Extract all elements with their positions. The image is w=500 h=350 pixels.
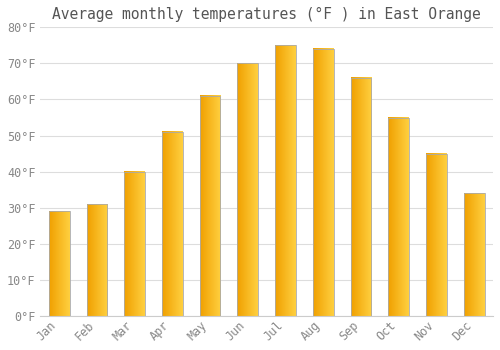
Bar	[313, 49, 334, 316]
Bar	[464, 193, 484, 316]
Bar	[124, 172, 145, 316]
Bar	[388, 118, 409, 316]
Bar	[238, 63, 258, 316]
Bar	[426, 154, 447, 316]
Bar	[86, 204, 108, 316]
Bar	[162, 132, 182, 316]
Bar	[49, 211, 70, 316]
Title: Average monthly temperatures (°F ) in East Orange: Average monthly temperatures (°F ) in Ea…	[52, 7, 481, 22]
Bar	[200, 96, 220, 316]
Bar	[350, 78, 372, 316]
Bar	[275, 46, 296, 316]
